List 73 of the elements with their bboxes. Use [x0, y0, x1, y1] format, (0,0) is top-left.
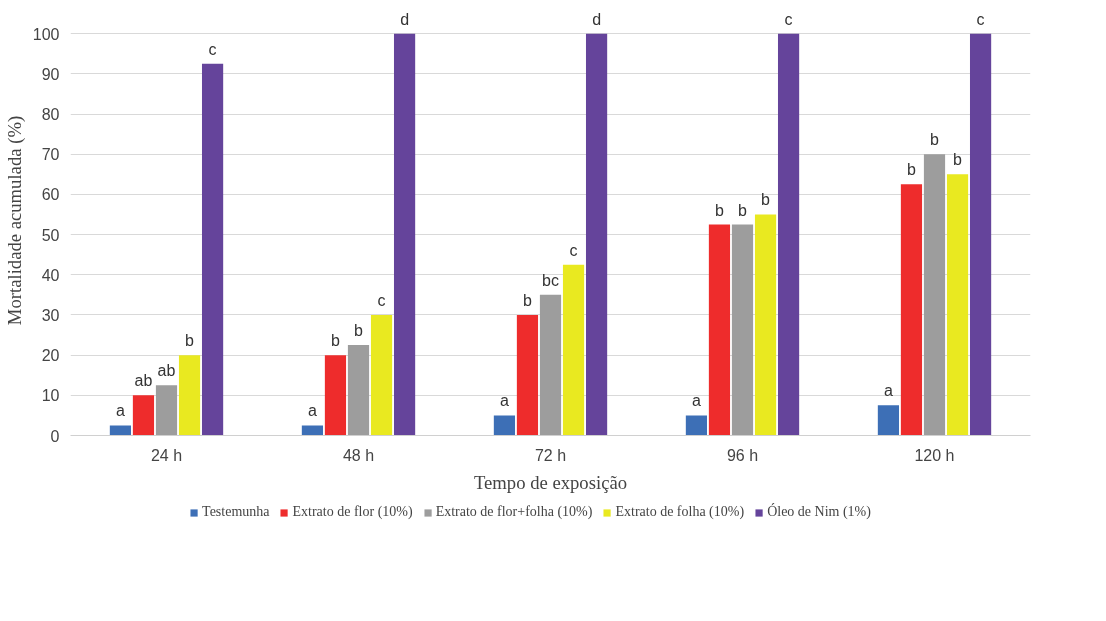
legend-label: Extrato de folha (10%) [615, 504, 745, 520]
x-tick-label: 72 h [534, 446, 567, 464]
x-tick-label: 96 h [726, 446, 759, 464]
bar [969, 33, 992, 436]
x-axis-title: Tempo de exposição [473, 471, 628, 493]
data-label: a [115, 402, 125, 420]
data-label: c [569, 241, 578, 259]
bar [585, 33, 608, 436]
data-label: b [738, 201, 748, 219]
data-label: c [784, 10, 793, 28]
bar [393, 33, 416, 436]
legend-label: Óleo de Nim (1%) [767, 504, 871, 520]
data-label: b [331, 332, 341, 350]
bar [685, 415, 708, 436]
data-label: b [715, 201, 725, 219]
bar [900, 184, 923, 436]
y-tick-label: 20 [41, 347, 60, 365]
data-label: ab [134, 372, 153, 390]
bar [777, 33, 800, 436]
legend-label: Extrato de flor (10%) [292, 504, 413, 520]
bar [324, 355, 347, 436]
y-tick-label: 50 [41, 226, 60, 244]
bar [731, 224, 754, 436]
x-tick-label: 48 h [342, 446, 375, 464]
bar [301, 425, 324, 436]
legend-label: Extrato de flor+folha (10%) [435, 504, 593, 520]
data-label: d [400, 10, 410, 28]
bar [493, 415, 516, 436]
y-axis-title: Mortalidade acumulada (%) [3, 115, 26, 326]
y-tick-label: 0 [50, 427, 60, 445]
x-tick-label: 24 h [150, 446, 183, 464]
bar [877, 405, 900, 436]
bar [370, 314, 393, 436]
bar [347, 345, 370, 436]
data-label: c [208, 40, 217, 58]
y-tick-label: 40 [41, 266, 60, 284]
bar [516, 314, 539, 436]
data-label: c [377, 291, 386, 309]
data-label: b [354, 322, 364, 340]
y-tick-label: 70 [41, 146, 60, 164]
data-label: a [499, 392, 509, 410]
data-label: ab [157, 362, 176, 380]
legend-label: Testemunha [202, 504, 270, 520]
bar [178, 355, 201, 436]
bar [754, 214, 777, 436]
bar [109, 425, 132, 436]
y-tick-label: 80 [41, 106, 60, 123]
y-tick-label: 100 [32, 25, 60, 43]
data-label: d [592, 10, 602, 28]
bar [708, 224, 731, 436]
y-tick-label: 60 [41, 186, 60, 204]
bar [201, 63, 224, 436]
bar [562, 264, 585, 436]
y-tick-label: 90 [41, 65, 60, 83]
data-label: b [907, 161, 917, 179]
bar [132, 395, 155, 436]
data-label: b [930, 131, 940, 149]
data-label: bc [542, 271, 559, 289]
data-label: b [185, 332, 195, 350]
data-label: c [976, 10, 985, 28]
y-tick-label: 30 [41, 306, 60, 324]
data-label: a [307, 402, 317, 420]
bar [946, 174, 969, 436]
bar [539, 294, 562, 436]
y-tick-label: 10 [41, 387, 60, 405]
x-tick-label: 120 h [914, 446, 955, 464]
data-label: a [883, 382, 893, 400]
data-label: b [761, 191, 771, 209]
bar [155, 385, 178, 436]
bar [923, 154, 946, 436]
data-label: b [953, 151, 963, 169]
data-label: a [691, 392, 701, 410]
data-label: b [523, 291, 533, 309]
